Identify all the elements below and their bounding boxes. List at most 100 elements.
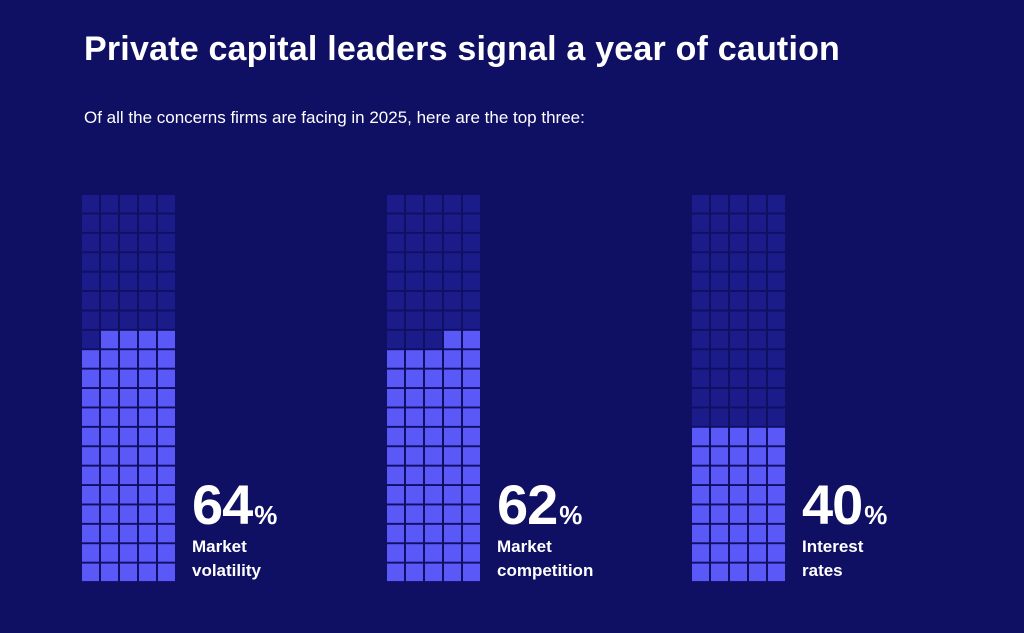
waffle-cell-filled <box>692 466 709 485</box>
waffle-cell-filled <box>101 408 118 426</box>
waffle-cell-empty <box>158 195 175 213</box>
waffle-cell-empty <box>711 330 728 349</box>
waffle-cell-filled <box>768 427 785 446</box>
waffle-cell-filled <box>444 505 461 523</box>
waffle-cell-empty <box>692 214 709 232</box>
waffle-cell-empty <box>768 408 785 426</box>
waffle-cell-filled <box>711 447 728 465</box>
concern-label: Market competition <box>497 535 627 583</box>
waffle-cell-filled <box>730 466 747 485</box>
waffle-cell-filled <box>444 330 461 349</box>
waffle-cell-empty <box>692 195 709 213</box>
waffle-cell-empty <box>425 233 442 252</box>
waffle-cell-filled <box>425 408 442 426</box>
waffle-cell-filled <box>406 486 423 504</box>
waffle-cell-empty <box>463 195 480 213</box>
waffle-cell-filled <box>101 389 118 407</box>
waffle-cell-filled <box>463 369 480 388</box>
waffle-cell-empty <box>692 292 709 310</box>
waffle-cell-empty <box>444 311 461 329</box>
waffle-cell-empty <box>768 253 785 271</box>
waffle-cell-filled <box>139 330 156 349</box>
waffle-cell-filled <box>158 447 175 465</box>
waffle-cell-empty <box>425 330 442 349</box>
waffle-cell-filled <box>120 447 137 465</box>
waffle-cell-filled <box>120 389 137 407</box>
waffle-cell-empty <box>82 330 99 349</box>
waffle-cell-empty <box>768 272 785 291</box>
waffle-cell-empty <box>444 233 461 252</box>
concern-panel-market-volatility: 64% Market volatility <box>82 195 312 585</box>
waffle-cell-filled <box>425 427 442 446</box>
waffle-cell-filled <box>406 563 423 582</box>
waffle-cell-empty <box>101 233 118 252</box>
waffle-cell-filled <box>120 466 137 485</box>
waffle-cell-empty <box>730 350 747 368</box>
waffle-cell-filled <box>768 447 785 465</box>
waffle-cell-empty <box>692 408 709 426</box>
concern-label-line-2: rates <box>802 561 843 580</box>
waffle-cell-empty <box>749 195 766 213</box>
waffle-cell-filled <box>139 350 156 368</box>
waffle-cell-filled <box>749 563 766 582</box>
waffle-cell-filled <box>82 427 99 446</box>
waffle-cell-filled <box>463 427 480 446</box>
waffle-cell-empty <box>406 272 423 291</box>
waffle-cell-filled <box>387 524 404 543</box>
waffle-cell-filled <box>387 466 404 485</box>
waffle-cell-filled <box>768 563 785 582</box>
stat-market-volatility: 64% <box>192 477 277 533</box>
waffle-cell-empty <box>387 272 404 291</box>
waffle-cell-empty <box>711 408 728 426</box>
waffle-cell-filled <box>120 524 137 543</box>
waffle-cell-filled <box>139 466 156 485</box>
percent-sign: % <box>254 500 278 530</box>
waffle-cell-filled <box>101 427 118 446</box>
waffle-cell-filled <box>692 486 709 504</box>
waffle-cell-filled <box>158 408 175 426</box>
waffle-cell-filled <box>463 330 480 349</box>
waffle-cell-empty <box>425 292 442 310</box>
waffle-cell-filled <box>425 447 442 465</box>
concern-panel-market-competition: 62% Market competition <box>387 195 617 585</box>
concern-label-line-2: competition <box>497 561 594 580</box>
waffle-cell-empty <box>692 350 709 368</box>
concern-panel-interest-rates: 40% Interest rates <box>692 195 922 585</box>
waffle-cell-filled <box>749 427 766 446</box>
waffle-cell-empty <box>444 214 461 232</box>
waffle-cell-filled <box>711 563 728 582</box>
waffle-cell-filled <box>463 486 480 504</box>
concern-label-line-1: Market <box>497 537 552 556</box>
waffle-cell-filled <box>749 466 766 485</box>
waffle-cell-empty <box>444 292 461 310</box>
waffle-cell-empty <box>158 214 175 232</box>
waffle-cell-empty <box>730 369 747 388</box>
waffle-cell-filled <box>82 486 99 504</box>
waffle-cell-empty <box>387 311 404 329</box>
waffle-cell-filled <box>444 544 461 562</box>
page-subtitle: Of all the concerns firms are facing in … <box>84 108 585 127</box>
waffle-cell-filled <box>120 544 137 562</box>
waffle-cell-filled <box>120 505 137 523</box>
percent-value: 64 <box>192 473 253 536</box>
concern-label-line-2: volatility <box>192 561 261 580</box>
waffle-cell-empty <box>749 292 766 310</box>
waffle-cell-filled <box>101 544 118 562</box>
waffle-cell-filled <box>101 447 118 465</box>
waffle-cell-filled <box>120 369 137 388</box>
concern-label-line-1: Market <box>192 537 247 556</box>
waffle-cell-filled <box>82 408 99 426</box>
waffle-cell-filled <box>730 524 747 543</box>
waffle-cell-filled <box>101 486 118 504</box>
waffle-cell-filled <box>158 427 175 446</box>
percent-value: 40 <box>802 473 863 536</box>
waffle-cell-empty <box>711 389 728 407</box>
waffle-cell-empty <box>82 311 99 329</box>
waffle-cell-filled <box>406 427 423 446</box>
waffle-cell-empty <box>711 195 728 213</box>
waffle-cell-filled <box>749 486 766 504</box>
waffle-cell-filled <box>139 447 156 465</box>
waffle-cell-filled <box>444 447 461 465</box>
waffle-cell-filled <box>101 466 118 485</box>
waffle-cell-empty <box>692 330 709 349</box>
